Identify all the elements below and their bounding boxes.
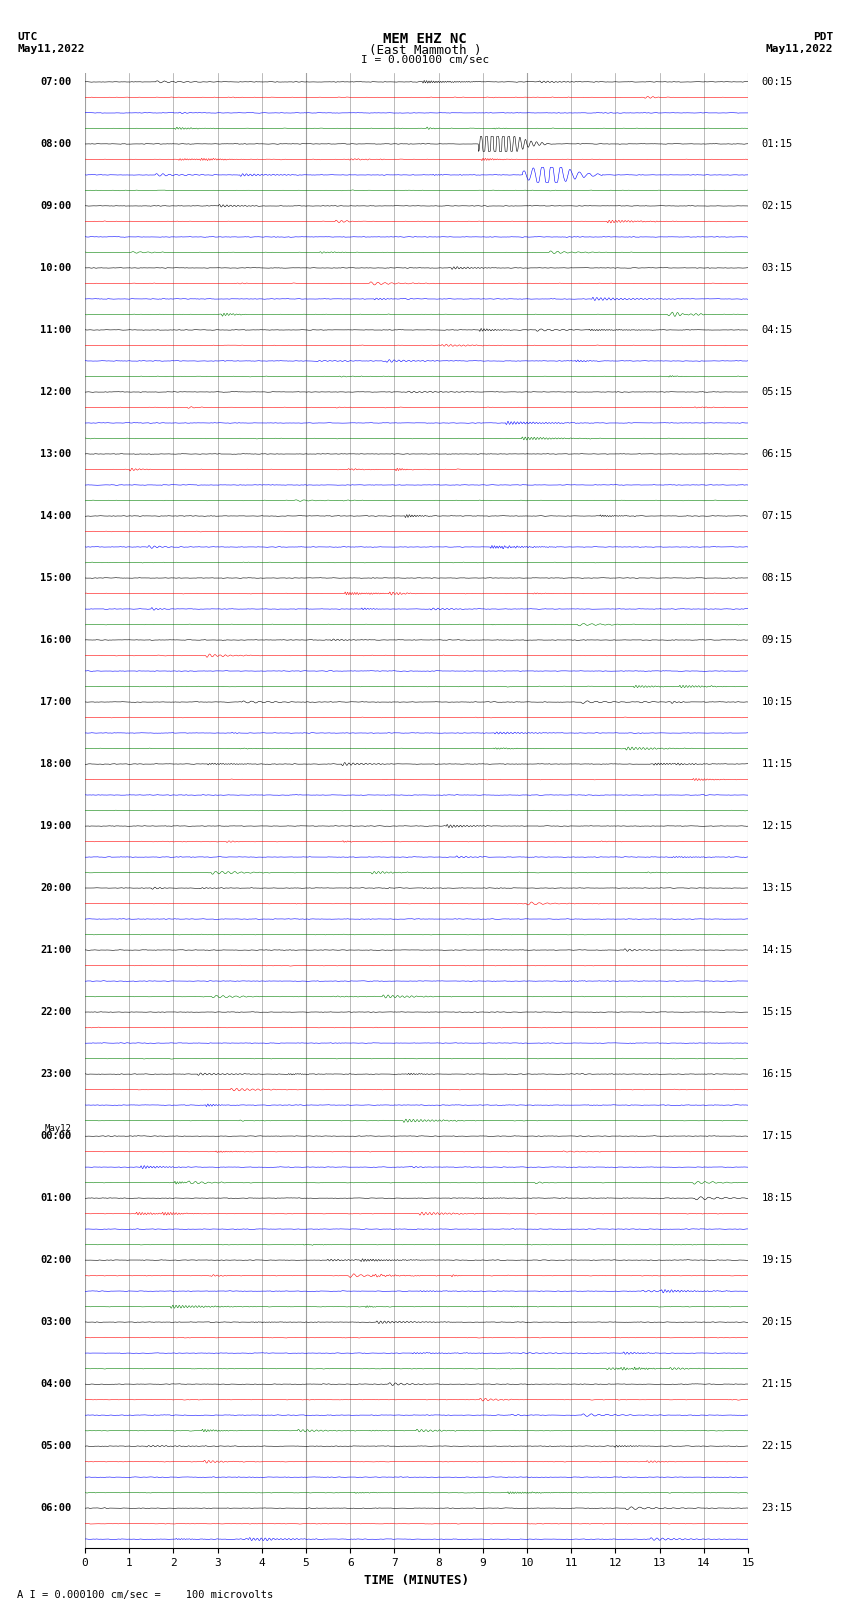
- Text: 22:15: 22:15: [762, 1440, 792, 1452]
- Text: 04:00: 04:00: [41, 1379, 71, 1389]
- Text: 15:00: 15:00: [41, 573, 71, 582]
- Text: 15:15: 15:15: [762, 1007, 792, 1018]
- Text: 16:15: 16:15: [762, 1069, 792, 1079]
- Text: 05:15: 05:15: [762, 387, 792, 397]
- Text: 14:00: 14:00: [41, 511, 71, 521]
- Text: 09:00: 09:00: [41, 202, 71, 211]
- Text: 03:00: 03:00: [41, 1318, 71, 1327]
- Text: 21:00: 21:00: [41, 945, 71, 955]
- Text: 00:15: 00:15: [762, 77, 792, 87]
- Text: 01:15: 01:15: [762, 139, 792, 148]
- Text: 13:00: 13:00: [41, 448, 71, 460]
- Text: MEM EHZ NC: MEM EHZ NC: [383, 32, 467, 47]
- Text: 19:00: 19:00: [41, 821, 71, 831]
- Text: 00:00: 00:00: [41, 1131, 71, 1140]
- Text: 03:15: 03:15: [762, 263, 792, 273]
- Text: 20:15: 20:15: [762, 1318, 792, 1327]
- Text: 02:00: 02:00: [41, 1255, 71, 1265]
- Text: 21:15: 21:15: [762, 1379, 792, 1389]
- Text: 06:15: 06:15: [762, 448, 792, 460]
- Text: PDT: PDT: [813, 32, 833, 42]
- Text: 14:15: 14:15: [762, 945, 792, 955]
- Text: 18:00: 18:00: [41, 760, 71, 769]
- Text: 18:15: 18:15: [762, 1194, 792, 1203]
- Text: 16:00: 16:00: [41, 636, 71, 645]
- Text: 05:00: 05:00: [41, 1440, 71, 1452]
- Text: 06:00: 06:00: [41, 1503, 71, 1513]
- Text: 10:15: 10:15: [762, 697, 792, 706]
- Text: 17:15: 17:15: [762, 1131, 792, 1140]
- Text: 19:15: 19:15: [762, 1255, 792, 1265]
- Text: 11:00: 11:00: [41, 324, 71, 336]
- Text: 10:00: 10:00: [41, 263, 71, 273]
- Text: 08:00: 08:00: [41, 139, 71, 148]
- Text: A I = 0.000100 cm/sec =    100 microvolts: A I = 0.000100 cm/sec = 100 microvolts: [17, 1590, 273, 1600]
- Text: 17:00: 17:00: [41, 697, 71, 706]
- Text: 12:15: 12:15: [762, 821, 792, 831]
- Text: 08:15: 08:15: [762, 573, 792, 582]
- Text: 23:00: 23:00: [41, 1069, 71, 1079]
- Text: 12:00: 12:00: [41, 387, 71, 397]
- Text: May11,2022: May11,2022: [766, 44, 833, 53]
- Text: 02:15: 02:15: [762, 202, 792, 211]
- Text: 13:15: 13:15: [762, 882, 792, 894]
- Text: 22:00: 22:00: [41, 1007, 71, 1018]
- Text: I = 0.000100 cm/sec: I = 0.000100 cm/sec: [361, 55, 489, 65]
- X-axis label: TIME (MINUTES): TIME (MINUTES): [364, 1574, 469, 1587]
- Text: UTC: UTC: [17, 32, 37, 42]
- Text: 23:15: 23:15: [762, 1503, 792, 1513]
- Text: 01:00: 01:00: [41, 1194, 71, 1203]
- Text: 20:00: 20:00: [41, 882, 71, 894]
- Text: 07:15: 07:15: [762, 511, 792, 521]
- Text: 04:15: 04:15: [762, 324, 792, 336]
- Text: (East Mammoth ): (East Mammoth ): [369, 44, 481, 56]
- Text: May12: May12: [45, 1124, 71, 1132]
- Text: 11:15: 11:15: [762, 760, 792, 769]
- Text: May11,2022: May11,2022: [17, 44, 84, 53]
- Text: 07:00: 07:00: [41, 77, 71, 87]
- Text: 09:15: 09:15: [762, 636, 792, 645]
